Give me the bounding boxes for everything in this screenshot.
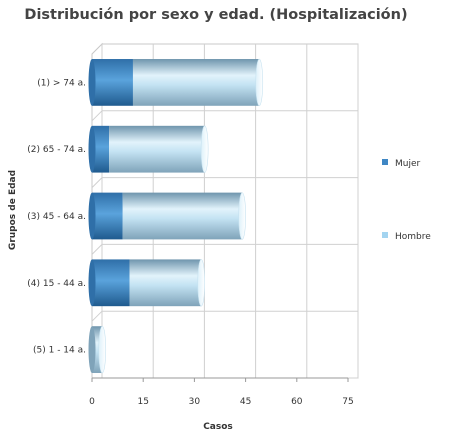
chart-title: Distribución por sexo y edad. (Hospitali… (24, 7, 407, 23)
y-grid-side-line (91, 177, 103, 188)
bar-end-cap (200, 125, 209, 173)
legend: Mujer Hombre (382, 159, 431, 242)
bars (88, 58, 264, 374)
legend-swatch-hombre (382, 232, 388, 238)
bar-hombre (122, 192, 243, 240)
y-category-label: (1) > 74 a. (37, 78, 86, 88)
bar-mujer (92, 59, 133, 106)
y-grid-side-line (91, 110, 103, 122)
y-category-label: (2) 65 - 74 a. (27, 145, 86, 155)
legend-swatch-mujer (382, 159, 388, 165)
x-tick-label: 0 (89, 397, 95, 407)
x-axis-ticks: 0 15 30 45 60 75 (89, 378, 354, 407)
bar-mujer (92, 125, 110, 173)
bar-mujer (92, 192, 123, 240)
y-axis-title: Grupos de Edad (8, 170, 18, 250)
y-category-label: (4) 15 - 44 a. (27, 279, 86, 289)
x-tick-label: 30 (189, 397, 201, 407)
bar-mujer (92, 259, 130, 307)
x-tick-label: 75 (342, 397, 353, 407)
x-tick-label: 15 (137, 397, 148, 407)
x-tick-label: 45 (240, 397, 251, 407)
legend-label-hombre: Hombre (395, 232, 431, 242)
bar-end-cap (238, 192, 246, 240)
bar-base-cap (88, 125, 96, 173)
bar-hombre (129, 259, 202, 307)
y-axis-ticks: (1) > 74 a. (2) 65 - 74 a. (3) 45 - 64 a. (… (27, 78, 86, 355)
y-category-label: (5) 1 - 14 a. (33, 346, 86, 356)
y-grid-side-line (91, 244, 103, 255)
bar-base-cap (88, 59, 96, 106)
bar-base-cap (88, 326, 96, 373)
bar-hombre (92, 326, 103, 373)
bar-hombre (132, 59, 260, 106)
legend-label-mujer: Mujer (395, 159, 421, 169)
bar-end-cap (255, 58, 264, 107)
bar-hombre (109, 125, 205, 173)
bar-end-cap (98, 325, 107, 374)
x-axis-title: Casos (203, 422, 233, 432)
bar-base-cap (88, 259, 96, 307)
bar-end-cap (197, 259, 206, 307)
y-grid-side-line (91, 310, 103, 322)
bar-base-cap (88, 192, 96, 240)
x-tick-label: 60 (291, 397, 303, 407)
y-category-label: (3) 45 - 64 a. (27, 212, 86, 222)
